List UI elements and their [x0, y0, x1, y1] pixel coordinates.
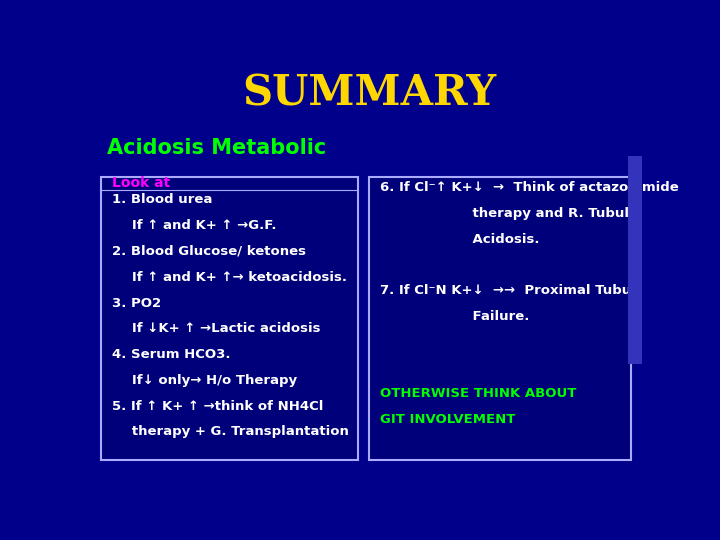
Text: If ↓K+ ↑ →Lactic acidosis: If ↓K+ ↑ →Lactic acidosis: [118, 322, 320, 335]
Text: Failure.: Failure.: [380, 310, 529, 323]
Text: If ↑ and K+ ↑→ ketoacidosis.: If ↑ and K+ ↑→ ketoacidosis.: [118, 271, 347, 284]
FancyBboxPatch shape: [369, 177, 631, 460]
Text: therapy and R. Tubul: therapy and R. Tubul: [380, 207, 629, 220]
FancyBboxPatch shape: [629, 156, 642, 364]
Text: If↓ only→ H/o Therapy: If↓ only→ H/o Therapy: [118, 374, 297, 387]
Text: 6. If Cl⁻↑ K+↓  →  Think of actazolamide: 6. If Cl⁻↑ K+↓ → Think of actazolamide: [380, 181, 679, 194]
Text: Acidosis.: Acidosis.: [380, 233, 540, 246]
Text: 5. If ↑ K+ ↑ →think of NH4Cl: 5. If ↑ K+ ↑ →think of NH4Cl: [112, 400, 324, 413]
Text: 7. If Cl⁻N K+↓  →→  Proximal Tubul: 7. If Cl⁻N K+↓ →→ Proximal Tubul: [380, 284, 636, 297]
FancyBboxPatch shape: [101, 177, 358, 460]
Text: 4. Serum HCO3.: 4. Serum HCO3.: [112, 348, 231, 361]
Text: therapy + G. Transplantation: therapy + G. Transplantation: [118, 426, 348, 438]
Text: 3. PO2: 3. PO2: [112, 296, 161, 309]
Text: 1. Blood urea: 1. Blood urea: [112, 193, 212, 206]
Text: GIT INVOLVEMENT: GIT INVOLVEMENT: [380, 413, 516, 426]
Text: Look at: Look at: [112, 176, 171, 190]
Text: Acidosis Metabolic: Acidosis Metabolic: [107, 138, 326, 158]
Text: OTHERWISE THINK ABOUT: OTHERWISE THINK ABOUT: [380, 387, 577, 400]
Text: 2. Blood Glucose/ ketones: 2. Blood Glucose/ ketones: [112, 245, 306, 258]
Text: SUMMARY: SUMMARY: [242, 73, 496, 115]
Text: If ↑ and K+ ↑ →G.F.: If ↑ and K+ ↑ →G.F.: [118, 219, 276, 232]
